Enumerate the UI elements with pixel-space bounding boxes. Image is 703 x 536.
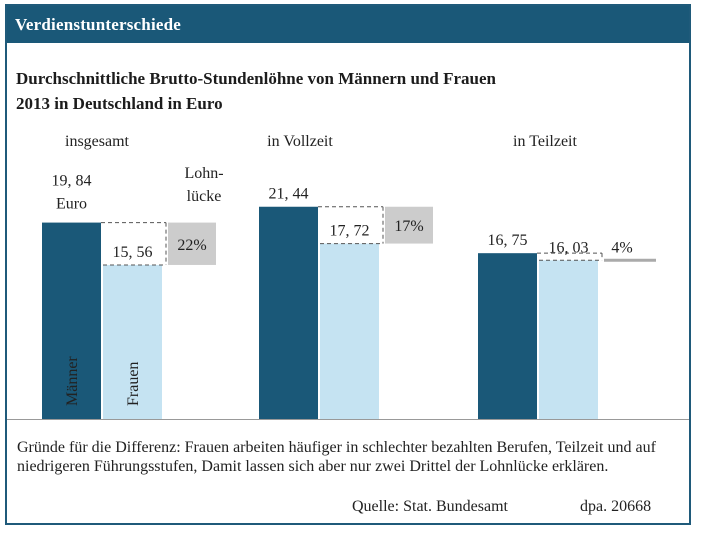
chart-title-line-2: 2013 in Deutschland in Euro (16, 94, 223, 113)
value-label-women: 16, 03 (549, 239, 589, 256)
bar-women (103, 264, 162, 419)
gap-percent-label: 22% (177, 237, 206, 254)
source-credit: Quelle: Stat. Bundesamt (352, 498, 508, 515)
bar-women (320, 243, 379, 419)
agency-credit: dpa. 20668 (580, 498, 652, 515)
series-label-men: Männer (64, 356, 81, 406)
series-label-women: Frauen (125, 362, 142, 406)
value-label-women: 17, 72 (330, 223, 370, 240)
category-label: in Teilzeit (513, 133, 577, 150)
value-label-men: 21, 44 (269, 186, 309, 203)
chart-title: Durchschnittliche Brutto-Stundenlöhne vo… (16, 66, 496, 116)
bar-chart: insgesamt 19, 84 Euro 15, 56 22% in Vollzeit 2… (42, 133, 656, 419)
chart-title-line-1: Durchschnittliche Brutto-Stundenlöhne vo… (16, 69, 497, 88)
explanation-text: Gründe für die Differenz: Frauen arbeite… (17, 439, 656, 475)
value-label-women: 15, 56 (113, 244, 153, 261)
value-label-men: 19, 84 (52, 173, 92, 190)
bar-men (259, 206, 318, 419)
gap-percent-label: 17% (394, 218, 423, 235)
bar-men (42, 222, 101, 419)
infographic-frame: Verdienstunterschiede Durchschnittliche … (5, 4, 691, 525)
bar-women (539, 260, 598, 419)
footer: Gründe für die Differenz: Frauen arbeite… (7, 419, 689, 523)
gap-title-line-2: lücke (187, 188, 222, 205)
gap-box (168, 222, 216, 265)
gap-title-line-1: Lohn- (184, 165, 223, 182)
value-label-men: 16, 75 (488, 232, 528, 249)
header-banner: Verdienstunterschiede (7, 6, 689, 43)
bar-men (478, 253, 537, 419)
category-label: insgesamt (65, 133, 130, 150)
gap-box (385, 206, 433, 244)
unit-label: Euro (56, 196, 87, 213)
category-label: in Vollzeit (267, 133, 333, 150)
gap-percent-label: 4% (611, 239, 632, 256)
